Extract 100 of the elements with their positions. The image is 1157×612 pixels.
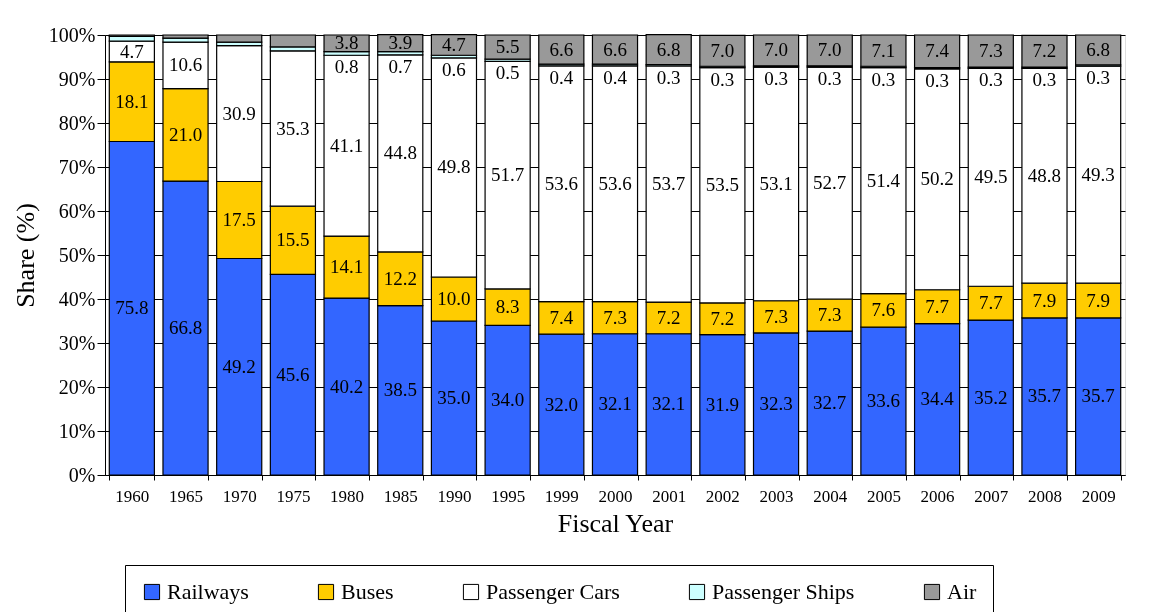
y-tick-label: 70%: [58, 155, 96, 178]
data-label: 6.8: [1086, 38, 1111, 60]
data-label: 0.4: [603, 66, 628, 88]
x-tick-label: 2009: [1081, 486, 1116, 506]
data-label: 7.9: [1032, 289, 1057, 311]
data-label: 7.2: [1032, 40, 1057, 62]
data-label: 75.8: [115, 297, 149, 319]
data-label: 0.6: [442, 58, 466, 80]
x-tick-label: 1990: [437, 486, 472, 506]
x-tick-label: 1970: [222, 486, 257, 506]
x-tick-label: 2005: [866, 486, 901, 506]
data-label: 7.3: [817, 304, 842, 326]
data-label: 3.9: [388, 32, 413, 54]
data-label: 6.6: [603, 38, 627, 60]
x-axis-title: Fiscal Year: [557, 508, 674, 538]
legend-label: Railways: [167, 579, 249, 604]
x-tick-label: 1975: [276, 486, 311, 506]
data-label: 18.1: [115, 90, 149, 112]
data-label: 6.8: [656, 38, 681, 60]
data-label: 34.0: [491, 389, 525, 411]
data-label: 41.1: [329, 134, 364, 156]
y-tick-label: 0%: [68, 463, 96, 486]
data-label: 8.3: [495, 296, 520, 318]
data-label: 0.3: [978, 69, 1003, 91]
data-label: 14.1: [329, 256, 364, 278]
data-label: 0.5: [495, 62, 520, 84]
x-tick-label: 2008: [1027, 486, 1062, 506]
data-label: 34.4: [920, 388, 955, 410]
data-label: 51.4: [866, 169, 901, 191]
data-label: 33.6: [866, 390, 901, 412]
y-tick-label: 50%: [58, 243, 96, 266]
data-label: 7.3: [978, 40, 1003, 62]
data-label: 49.2: [222, 355, 256, 377]
data-label: 6.6: [549, 38, 574, 60]
x-tick-label: 2002: [705, 486, 740, 506]
data-label: 31.9: [705, 393, 739, 415]
data-label: 45.6: [276, 363, 310, 385]
data-label: 66.8: [168, 317, 203, 339]
data-label: 35.7: [1081, 385, 1115, 407]
y-tick-label: 30%: [58, 331, 96, 354]
data-label: 0.3: [817, 68, 842, 90]
x-tick-label: 1995: [491, 486, 526, 506]
data-label: 48.8: [1027, 164, 1062, 186]
data-label: 32.0: [544, 393, 578, 415]
data-label: 0.3: [1086, 67, 1111, 89]
legend-label: Passenger Cars: [486, 579, 620, 604]
x-tick-label: 2000: [598, 486, 633, 506]
data-label: 7.0: [764, 39, 788, 61]
data-label: 49.8: [437, 156, 471, 178]
data-label: 32.7: [813, 392, 847, 414]
data-label: 7.7: [978, 292, 1003, 314]
x-tick-label: 1980: [330, 486, 365, 506]
data-label: 0.3: [925, 69, 949, 91]
legend-label: Buses: [341, 579, 394, 604]
x-tick-label: 2007: [974, 486, 1009, 506]
data-label: 32.1: [652, 393, 686, 415]
y-tick-label: 60%: [58, 199, 96, 222]
data-label: 35.3: [276, 117, 310, 139]
data-label: 4.7: [119, 40, 144, 62]
data-label: 7.1: [871, 39, 896, 61]
data-label: 53.6: [598, 172, 632, 194]
data-label: 7.4: [549, 306, 574, 328]
data-label: 35.0: [437, 387, 471, 408]
data-label: 35.7: [1027, 385, 1062, 407]
data-label: 7.9: [1086, 289, 1111, 311]
legend-label: Passenger Ships: [712, 579, 855, 604]
data-label: 7.6: [871, 299, 896, 321]
data-label: 51.7: [491, 164, 525, 186]
y-axis-title: Share (%): [10, 203, 40, 308]
y-tick-label: 10%: [58, 419, 96, 442]
data-label: 53.7: [652, 172, 686, 194]
x-tick-label: 2006: [920, 486, 955, 506]
data-label: 7.0: [710, 39, 735, 61]
data-label: 35.2: [974, 386, 1008, 408]
legend-label: Air: [947, 579, 977, 604]
data-label: 0.3: [656, 66, 681, 88]
data-label: 7.4: [925, 40, 950, 62]
data-label: 53.1: [759, 172, 793, 194]
data-label: 21.0: [168, 123, 203, 145]
data-label: 7.0: [817, 39, 842, 61]
data-label: 4.7: [442, 33, 466, 55]
data-label: 32.1: [598, 393, 632, 415]
y-tick-label: 90%: [58, 67, 96, 90]
y-tick-label: 80%: [58, 111, 96, 134]
data-label: 7.2: [656, 306, 681, 328]
y-tick-label: 100%: [48, 23, 96, 46]
data-label: 49.5: [974, 166, 1008, 188]
data-label: 52.7: [813, 172, 847, 194]
y-tick-label: 20%: [58, 375, 96, 398]
data-label: 10.0: [437, 288, 471, 309]
data-label: 5.5: [495, 36, 520, 58]
data-label: 10.6: [168, 54, 203, 76]
data-label: 30.9: [222, 102, 256, 124]
data-label: 0.3: [710, 68, 735, 90]
x-tick-label: 1985: [383, 486, 418, 506]
data-label: 50.2: [920, 168, 954, 190]
x-tick-label: 1965: [169, 486, 204, 506]
data-label: 15.5: [276, 229, 310, 251]
data-label: 7.3: [764, 305, 788, 327]
data-label: 12.2: [383, 267, 417, 289]
